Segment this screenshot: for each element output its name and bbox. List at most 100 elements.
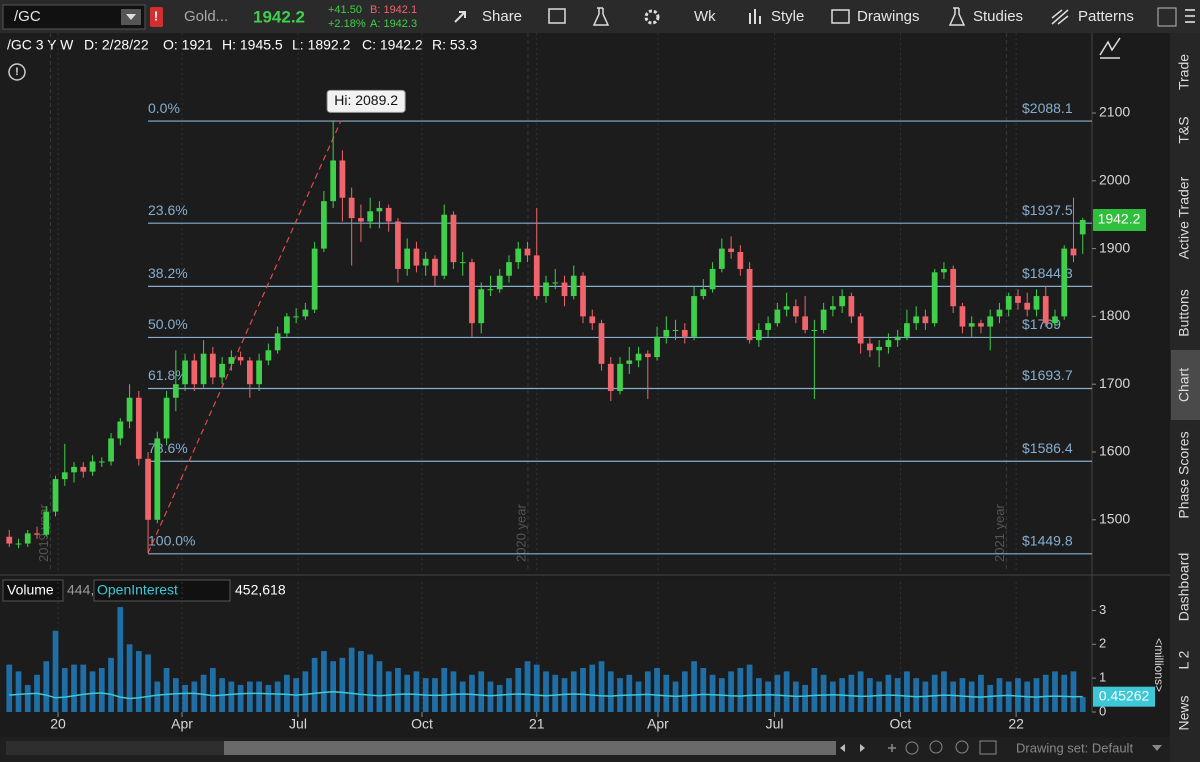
candle-body [172,384,179,398]
aggregation-button[interactable]: Wk [694,8,716,25]
volume-bar [98,668,105,712]
volume-bar [867,678,873,712]
studies-button[interactable]: Studies [973,8,1023,25]
candle-body [182,360,188,385]
menu-icon[interactable] [1185,9,1195,23]
side-tab[interactable]: Active Trader [1176,176,1192,259]
side-tab[interactable]: Dashboard [1176,553,1192,622]
flask-icon[interactable] [592,7,610,26]
last-price: 1942.2 [253,7,305,26]
volume-bar [256,681,262,712]
scroll-arrows[interactable] [840,744,865,752]
fib-ratio: 0.0% [148,100,180,116]
snapshot-icon[interactable] [548,8,566,24]
volume-unit: <millions> [1152,638,1166,692]
side-tab[interactable]: Phase Scores [1176,431,1192,518]
volume-bar [385,671,392,712]
year-label: 2021 year [992,504,1007,562]
drawings-button[interactable]: Drawings [857,8,920,25]
fib-ratio: 50.0% [148,316,188,332]
volume-study-box[interactable] [2,579,64,602]
side-tab[interactable]: News [1176,695,1192,730]
volume-bar [71,664,77,712]
volume-bar [108,657,114,712]
zoom-out-icon[interactable] [955,740,969,754]
x-tick-label: Jul [289,716,307,732]
pan-icon[interactable] [905,741,919,755]
volume-bar [663,674,670,712]
candle-body [978,323,984,327]
side-tab[interactable]: Trade [1176,54,1192,90]
volume-bar [959,678,966,712]
side-tab[interactable]: L 2 [1176,650,1192,669]
drawing-set[interactable]: Drawing set: Default [1016,740,1133,755]
candle-body [487,289,494,291]
y-tick-label: 2100 [1099,104,1130,120]
side-tab[interactable]: T&S [1176,116,1192,143]
net-change: +41.50 [328,4,362,16]
volume-bar [182,684,188,712]
candle-body [644,353,651,358]
patterns-button[interactable]: Patterns [1078,8,1134,25]
volume-bar [52,630,59,712]
volume-bar [746,664,753,712]
volume-bar [89,671,96,712]
volume-bar [154,681,161,712]
volume-bar [570,671,577,712]
fib-price: $1769 [1022,316,1061,332]
share-button[interactable]: Share [482,8,522,25]
move-icon[interactable] [888,744,896,752]
zoom-in-icon[interactable] [929,740,943,754]
candle-body [533,255,540,297]
candle-body [339,160,346,198]
y-tick-label: 1900 [1099,239,1130,255]
price-axis-icon[interactable] [1099,37,1121,59]
side-tab[interactable]: Buttons [1176,289,1192,336]
volume-bar [1033,678,1040,712]
candle-body [496,275,503,290]
volume-bar [737,668,744,712]
volume-bar [367,654,374,712]
candle-body [80,466,87,472]
candle-body [968,323,975,327]
fib-price: $1693.7 [1022,367,1073,383]
candle-body [589,316,596,324]
candle-body [904,323,910,337]
fib-ratio: 61.8% [148,367,188,383]
candle-body [524,248,531,256]
settings-icon[interactable] [644,9,660,25]
maximize-icon[interactable] [1157,7,1177,27]
style-button[interactable]: Style [771,8,804,25]
candle-body [894,336,901,341]
volume-bar [1061,674,1068,712]
volume-bar [580,668,586,712]
candle-body [746,268,753,341]
candle-body [246,360,253,385]
volume-bar [978,674,984,712]
scroll-thumb[interactable] [224,741,836,755]
candle-body [700,289,707,297]
info-glyph: ! [15,66,19,78]
candle-body [848,296,855,317]
fit-icon[interactable] [979,740,997,755]
open-interest-line [9,690,1083,700]
volume-bar [265,684,272,712]
side-tab[interactable]: Chart [1176,368,1192,402]
candle-body [774,309,781,324]
candle-body [857,316,864,344]
candle-body [237,357,244,361]
candle-body [395,221,401,269]
drawing-set-arrow[interactable] [1152,745,1162,751]
alert-icon[interactable] [150,7,163,27]
oi-readout: 452,618 [235,582,286,598]
info-icon[interactable] [8,63,26,81]
y-tick-label: 1800 [1099,307,1130,323]
volume-bar [450,671,457,712]
volume-bar [441,668,448,712]
oi-study-box[interactable] [93,579,231,602]
volume-bar [135,651,142,712]
candle-body [922,316,929,324]
candle-body [191,360,198,385]
fib-price: $1844.3 [1022,265,1073,281]
